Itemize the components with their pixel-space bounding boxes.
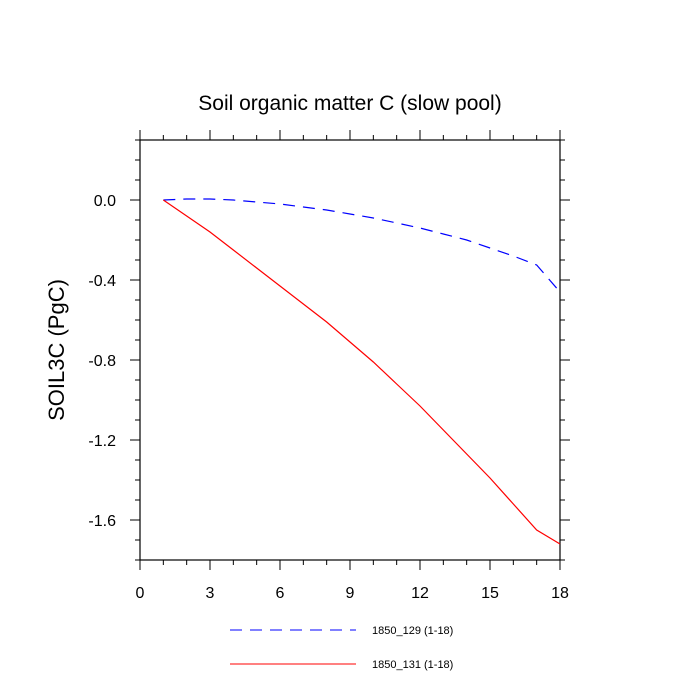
x-tick-label: 3 xyxy=(206,585,215,602)
y-tick-label: -1.6 xyxy=(88,513,116,530)
legend-label-2: 1850_131 (1-18) xyxy=(372,659,453,671)
y-axis-label: SOIL3C (PgC) xyxy=(44,279,69,421)
y-tick-label: -0.8 xyxy=(88,353,116,370)
axis-tick-labels: 0 3 6 9 12 15 18 0.0 -0.4 -0.8 -1.2 -1.6 xyxy=(88,193,569,602)
x-tick-label: 12 xyxy=(411,585,429,602)
y-tick-label: -1.2 xyxy=(88,433,116,450)
series-line-2 xyxy=(162,199,561,545)
series-line-1 xyxy=(163,198,561,293)
y-tick-label: -0.4 xyxy=(88,273,116,290)
chart-title: Soil organic matter C (slow pool) xyxy=(198,92,501,115)
plot-frame xyxy=(139,139,561,561)
x-tick-label: 0 xyxy=(136,585,145,602)
legend-label-1: 1850_129 (1-18) xyxy=(372,625,453,637)
x-tick-label: 15 xyxy=(481,585,499,602)
axis-ticks xyxy=(130,130,570,570)
y-tick-label: 0.0 xyxy=(94,193,116,210)
x-tick-label: 9 xyxy=(346,585,355,602)
legend: 1850_129 (1-18) 1850_131 (1-18) xyxy=(230,625,453,671)
x-tick-label: 6 xyxy=(276,585,285,602)
series-lines xyxy=(162,198,561,545)
x-tick-label: 18 xyxy=(551,585,569,602)
